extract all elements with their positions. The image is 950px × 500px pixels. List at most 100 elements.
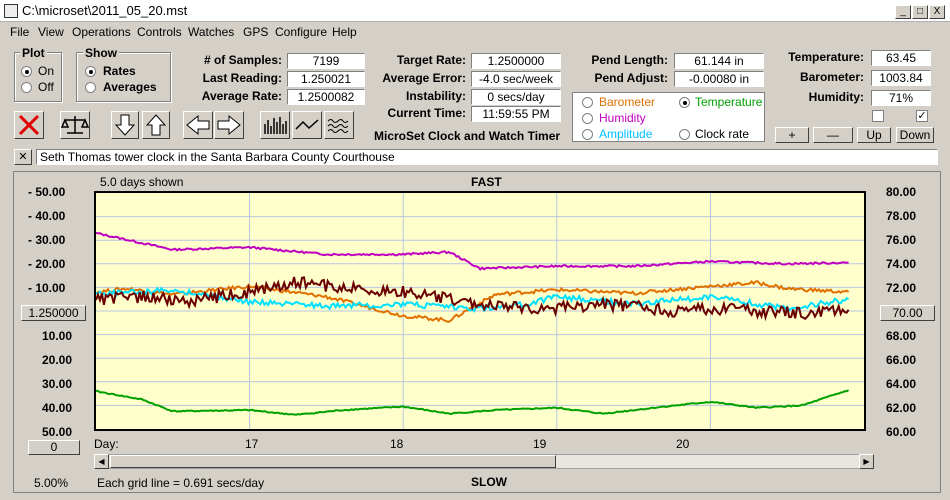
right-tick: 60.00 <box>886 425 917 439</box>
barometer-radio[interactable] <box>582 97 593 108</box>
pend-length-value: 61.144 in <box>674 53 764 69</box>
pend-adjust-value: -0.00080 in <box>674 71 764 87</box>
smooth-plot-button[interactable] <box>292 111 322 139</box>
humidity-value: 71% <box>871 90 931 106</box>
raw-plot-button[interactable] <box>324 111 354 139</box>
right-tick: 80.00 <box>886 185 917 199</box>
scroll-left-button[interactable]: ◀ <box>94 454 109 469</box>
left-tick: 50.00 <box>42 425 73 439</box>
temperature-value: 63.45 <box>871 50 931 66</box>
left-tick: 20.00 <box>42 353 73 367</box>
plus-button[interactable]: + <box>775 127 809 143</box>
arrow-left-icon <box>186 114 210 136</box>
right-center-button[interactable]: 70.00 <box>880 305 935 321</box>
scroll-left-icon: ◀ <box>98 457 105 466</box>
average-rate-value: 1.2500082 <box>287 89 365 105</box>
right-tick: 74.00 <box>886 257 917 271</box>
pend-length-label: Pend Length: <box>591 53 668 67</box>
right-tick: 66.00 <box>886 353 917 367</box>
slow-label: SLOW <box>471 475 507 489</box>
noisy-wave-icon <box>327 119 349 133</box>
graph-panel <box>13 171 941 493</box>
window-title: C:\microset\2011_05_20.mst <box>22 3 188 18</box>
plot-group-title: Plot <box>20 46 47 60</box>
humidity-label: Humidity: <box>808 90 864 104</box>
plot-on-radio[interactable] <box>21 66 32 77</box>
menu-controls[interactable]: Controls <box>137 25 182 39</box>
stop-button[interactable] <box>14 111 44 139</box>
left-tick: - 40.00 <box>28 209 66 223</box>
menu-watches[interactable]: Watches <box>188 25 235 39</box>
menu-file[interactable]: File <box>10 25 30 39</box>
maximize-button[interactable]: □ <box>912 5 928 19</box>
menu-view[interactable]: View <box>38 25 64 39</box>
temperature-radio[interactable] <box>679 97 690 108</box>
current-time-value: 11:59:55 PM <box>471 106 561 122</box>
histogram-icon <box>264 117 287 134</box>
x-tick: 18 <box>390 437 404 451</box>
days-shown-label: 5.0 days shown <box>100 175 184 189</box>
x-tick: 20 <box>676 437 690 451</box>
zoom-level: 5.00% <box>34 476 69 490</box>
arrow-right-icon <box>217 114 241 136</box>
left-tick: - 30.00 <box>28 233 66 247</box>
right-arrow-button[interactable] <box>214 111 244 139</box>
menu-operations[interactable]: Operations <box>72 25 131 39</box>
left-arrow-button[interactable] <box>183 111 213 139</box>
smooth-wave-icon <box>295 119 319 130</box>
show-group <box>76 52 171 102</box>
description-field[interactable]: Seth Thomas tower clock in the Santa Bar… <box>36 149 938 165</box>
scroll-right-icon: ▶ <box>863 457 870 466</box>
pend-adjust-label: Pend Adjust: <box>594 71 668 85</box>
target-rate-value: 1.2500000 <box>471 53 561 69</box>
clock-rate-radio[interactable] <box>679 129 690 140</box>
menu-help[interactable]: Help <box>332 25 357 39</box>
option-checkbox-2[interactable]: ✓ <box>916 110 928 122</box>
target-rate-label: Target Rate: <box>396 53 466 67</box>
right-tick: 76.00 <box>886 233 917 247</box>
chart-series <box>96 231 850 416</box>
minus-button[interactable]: — <box>813 127 853 143</box>
scrollbar-thumb[interactable] <box>110 455 556 468</box>
minimize-button[interactable]: _ <box>895 5 911 19</box>
app-icon <box>4 4 18 18</box>
current-time-label: Current Time: <box>387 106 466 120</box>
left-tick: 30.00 <box>42 377 73 391</box>
arrow-down-icon <box>114 114 136 136</box>
last-reading-value: 1.250021 <box>287 71 365 87</box>
up-button[interactable]: Up <box>857 127 891 143</box>
down-button[interactable]: Down <box>896 127 934 143</box>
temperature-label: Temperature: <box>788 50 864 64</box>
left-tick: - 50.00 <box>28 185 66 199</box>
menu-gps[interactable]: GPS <box>243 25 269 39</box>
right-tick: 64.00 <box>886 377 917 391</box>
series-line-humidity <box>96 231 849 271</box>
up-arrow-button[interactable] <box>142 111 170 139</box>
plot-off-radio[interactable] <box>21 82 32 93</box>
show-rates-radio[interactable] <box>85 66 96 77</box>
calibrate-button[interactable] <box>60 111 90 139</box>
show-averages-radio[interactable] <box>85 82 96 93</box>
clear-description-button[interactable]: ✕ <box>14 149 32 165</box>
instability-value: 0 secs/day <box>471 89 561 105</box>
left-tick: 10.00 <box>42 329 73 343</box>
x-tick: 19 <box>533 437 547 451</box>
option-checkbox-1[interactable] <box>872 110 884 122</box>
arrow-up-icon <box>145 114 167 136</box>
right-tick: 62.00 <box>886 401 917 415</box>
zero-button[interactable]: 0 <box>28 440 80 455</box>
left-tick: - 20.00 <box>28 257 66 271</box>
amplitude-radio[interactable] <box>582 129 593 140</box>
scroll-right-button[interactable]: ▶ <box>859 454 874 469</box>
close-button[interactable]: X <box>929 5 945 19</box>
histogram-button[interactable] <box>260 111 290 139</box>
menu-configure[interactable]: Configure <box>275 25 328 39</box>
average-error-label: Average Error: <box>382 71 466 85</box>
center-value-button[interactable]: 1.250000 <box>21 305 86 321</box>
right-tick: 72.00 <box>886 281 917 295</box>
plot-on-label: On <box>38 64 55 78</box>
humidity-radio[interactable] <box>582 113 593 124</box>
barometer-option: Barometer <box>599 95 656 109</box>
down-arrow-button[interactable] <box>111 111 139 139</box>
chart-plot-area <box>94 191 866 431</box>
